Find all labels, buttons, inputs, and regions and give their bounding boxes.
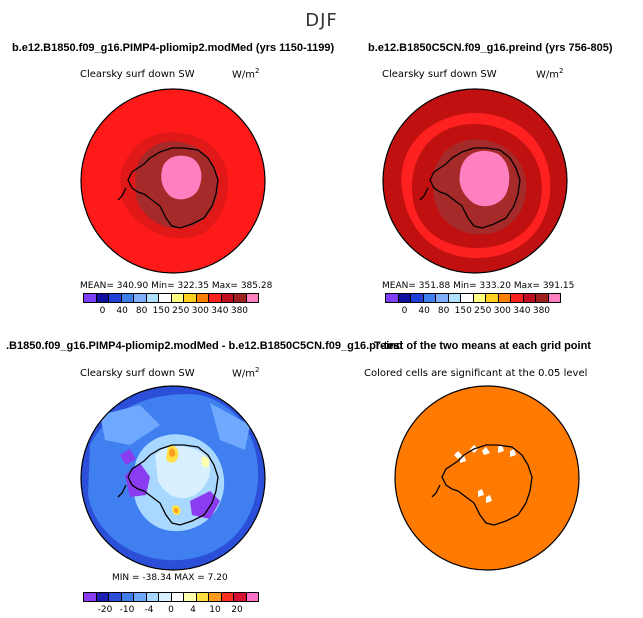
colorbar-swatch [246, 593, 258, 601]
colorbar [83, 293, 259, 303]
colorbar-tick-label: -20 [97, 605, 113, 615]
colorbar-swatch [234, 593, 247, 601]
colorbar-tick-label: -4 [144, 605, 154, 615]
panel-title: T-test of the two means at each grid poi… [374, 340, 591, 352]
colorbar-swatch [171, 294, 184, 302]
colorbar-swatch [171, 593, 184, 601]
colorbar-swatch [84, 593, 97, 601]
colorbar-swatch [159, 593, 172, 601]
colorbar-swatch [134, 294, 147, 302]
colorbar-swatch [146, 593, 159, 601]
colorbar-swatch [486, 294, 499, 302]
colorbar-tick-label: 380 [532, 306, 551, 316]
units-label: W/m2 [232, 366, 260, 380]
colorbar-swatch [196, 294, 209, 302]
colorbar-tick-label: 380 [230, 306, 249, 316]
polar-map [382, 88, 568, 274]
colorbar-tick-label: 20 [231, 605, 243, 615]
colorbar-swatch [96, 593, 109, 601]
colorbar-swatch [221, 593, 234, 601]
colorbar-labels: 0 40 80 150 250 300 340 380 [83, 306, 259, 318]
colorbar-swatch [398, 294, 411, 302]
colorbar-tick-label: 10 [209, 605, 221, 615]
colorbar-swatch [109, 593, 122, 601]
colorbar-swatch [196, 593, 209, 601]
colorbar-tick-label: 300 [191, 306, 209, 316]
colorbar-tick-label: 340 [513, 306, 531, 316]
colorbar-tick-label: 80 [437, 306, 450, 316]
colorbar-swatch [159, 294, 172, 302]
panel-title: b.e12.B1850C5CN.f09_g16.preind (yrs 756-… [368, 42, 613, 54]
stats-label: MIN = -38.34 MAX = 7.20 [112, 573, 228, 583]
colorbar-swatch [84, 294, 97, 302]
colorbar-swatch [221, 294, 234, 302]
colorbar-swatch [511, 294, 524, 302]
colorbar-swatch [473, 294, 486, 302]
colorbar-swatch [234, 294, 247, 302]
colorbar-tick-label: 0 [99, 306, 106, 316]
colorbar-swatch [246, 294, 258, 302]
panel-title: b.e12.B1850.f09_g16.PIMP4-pliomip2.modMe… [12, 42, 335, 54]
figure-title: DJF [305, 10, 338, 31]
colorbar-swatch [423, 294, 436, 302]
colorbar-swatch [109, 294, 122, 302]
variable-label: Colored cells are significant at the 0.0… [364, 368, 588, 379]
colorbar-swatch [523, 294, 536, 302]
colorbar-tick-label: 40 [116, 306, 128, 316]
colorbar-swatch [134, 593, 147, 601]
colorbar-labels: 0 40 80 150 250 300 340 380 [385, 306, 561, 318]
variable-label: Clearsky surf down SW [80, 368, 195, 379]
colorbar-swatch [436, 294, 449, 302]
colorbar-swatch [536, 294, 549, 302]
colorbar-tick-label: 300 [493, 306, 511, 316]
colorbar-tick-label: 250 [474, 306, 492, 316]
colorbar-tick-label: 80 [135, 306, 148, 316]
colorbar-swatch [121, 593, 134, 601]
colorbar-tick-label: 4 [190, 605, 196, 615]
colorbar-swatch [548, 294, 560, 302]
polar-map [80, 385, 266, 571]
panel-title: .B1850.f09_g16.PIMP4-pliomip2.modMed - b… [6, 340, 403, 352]
colorbar-tick-label: 340 [211, 306, 229, 316]
variable-label: Clearsky surf down SW [382, 69, 497, 80]
colorbar-swatch [448, 294, 461, 302]
colorbar-swatch [96, 294, 109, 302]
colorbar [385, 293, 561, 303]
colorbar-tick-label: 0 [168, 605, 174, 615]
units-label: W/m2 [536, 67, 564, 81]
colorbar-swatch [184, 294, 197, 302]
colorbar-swatch [498, 294, 511, 302]
colorbar-swatch [209, 593, 222, 601]
colorbar-tick-label: 250 [172, 306, 190, 316]
colorbar-tick-label: 150 [152, 306, 170, 316]
colorbar-swatch [461, 294, 474, 302]
colorbar-swatch [121, 294, 134, 302]
colorbar-swatch [146, 294, 159, 302]
colorbar [83, 592, 259, 602]
colorbar-tick-label: 150 [454, 306, 472, 316]
colorbar-swatch [209, 294, 222, 302]
colorbar-tick-label: -10 [119, 605, 135, 615]
colorbar-tick-label: 0 [401, 306, 408, 316]
colorbar-swatch [184, 593, 197, 601]
stats-label: MEAN= 351.88 Min= 333.20 Max= 391.15 [382, 281, 575, 291]
colorbar-swatch [386, 294, 399, 302]
variable-label: Clearsky surf down SW [80, 69, 195, 80]
polar-map [394, 385, 580, 571]
polar-map [80, 88, 266, 274]
colorbar-labels: -20 -10 -4 0 4 10 20 [83, 605, 259, 617]
stats-label: MEAN= 340.90 Min= 322.35 Max= 385.28 [80, 281, 273, 291]
units-label: W/m2 [232, 67, 260, 81]
colorbar-swatch [411, 294, 424, 302]
colorbar-tick-label: 40 [418, 306, 430, 316]
